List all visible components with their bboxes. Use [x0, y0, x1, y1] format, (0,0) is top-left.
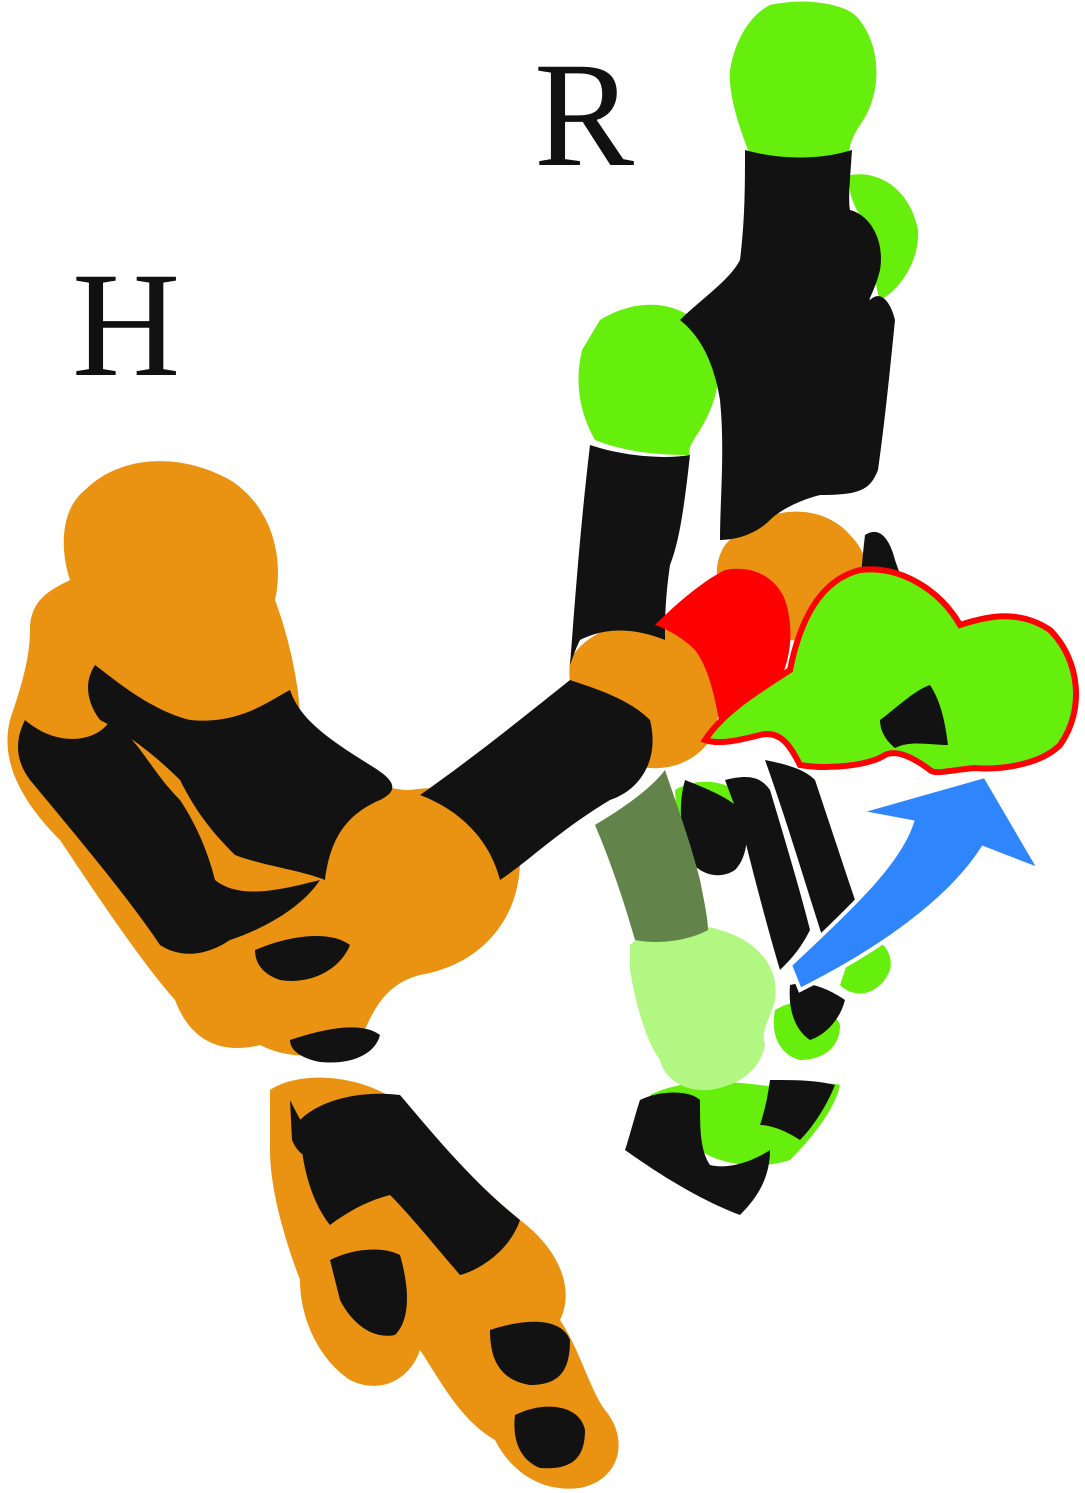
h-core-center [88, 665, 393, 880]
red-highlight-segment [655, 568, 791, 725]
r-core-bottom [625, 1092, 770, 1215]
r-domain-light-region [630, 925, 776, 1091]
r-core-left-column [570, 445, 690, 665]
r-core-stripe-3 [680, 780, 747, 876]
h-core-pocket-3 [290, 1100, 330, 1159]
h-core-lower-4 [514, 1406, 585, 1469]
linker-helix [595, 770, 708, 942]
h-core-lower-2 [330, 1249, 407, 1336]
h-core-pocket-1 [255, 935, 350, 981]
r-domain-top-lobe [729, 1, 877, 163]
label-r: R [534, 32, 635, 198]
h-core-pocket-2 [290, 1027, 380, 1063]
r-core-bottom-3 [789, 983, 845, 1040]
r-core-stripe-1 [765, 760, 865, 960]
r-domain [570, 1, 930, 1215]
r-domain-left-lobe [578, 304, 719, 455]
outlined-domain-pocket [880, 685, 948, 748]
r-domain-upper-right-lobe [849, 174, 919, 300]
r-core-top [680, 150, 895, 540]
curved-arrow-icon [787, 773, 1045, 993]
outlined-green-domain [700, 566, 1079, 776]
h-core-arm [420, 680, 653, 880]
h-core-left [18, 720, 321, 954]
h-core-lower-3 [490, 1321, 570, 1385]
h-core-lower-1 [300, 1093, 520, 1275]
r-core-bottom-2 [760, 1080, 835, 1140]
label-h: H [72, 242, 181, 408]
